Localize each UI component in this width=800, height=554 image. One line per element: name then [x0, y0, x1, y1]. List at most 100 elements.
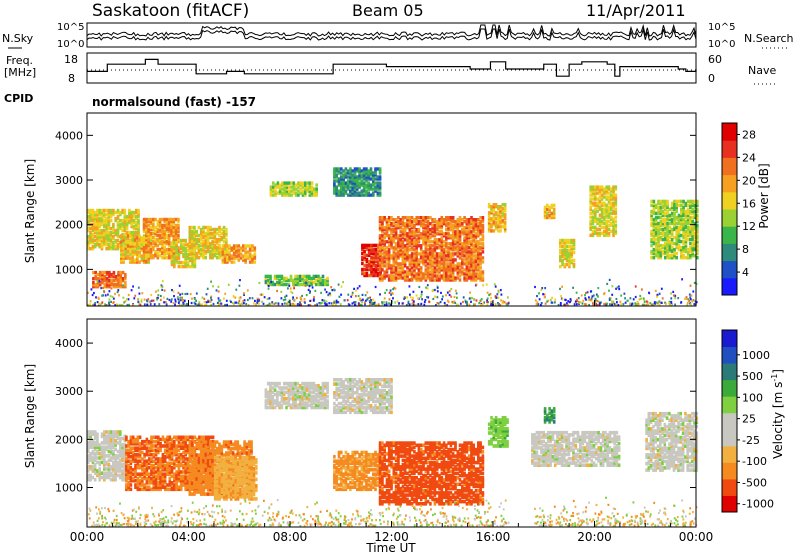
- velocity-cb-label-0: 1000: [742, 349, 770, 362]
- power-blob-16: [650, 199, 699, 260]
- power-blob-3: [142, 217, 180, 260]
- power-cb-label-3: 16: [742, 197, 756, 210]
- noise-panel: 10^5 10^0 10^5 10^0: [57, 22, 735, 50]
- velocity-colorbar-swatch-8: [722, 363, 737, 381]
- noise-right-tick-bottom: 10^0: [708, 39, 735, 50]
- velocity-cb-label-2: 100: [742, 391, 763, 404]
- power-blob-14: [559, 238, 576, 269]
- velocity-y-axis: 1000 2000 3000 4000: [55, 337, 696, 495]
- power-cb-label-5: 24: [742, 151, 756, 164]
- date-label: 11/Apr/2011: [586, 1, 686, 20]
- power-colorbar-swatch-4: [722, 209, 737, 227]
- velocity-colorbar-swatch-9: [722, 346, 737, 364]
- power-colorbar-frame: [721, 122, 738, 296]
- frequency-trace: [87, 58, 697, 77]
- velocity-cells: [87, 378, 699, 528]
- velocity-blob-9: [543, 407, 556, 424]
- velocity-colorbar-label: Velocity [m s-1]: [770, 369, 785, 459]
- velocity-blob-5: [333, 450, 382, 492]
- velocity-blob-0: [87, 430, 127, 482]
- velocity-blob-10: [531, 430, 621, 467]
- nsearch-label: N.Search: [744, 32, 794, 45]
- velocity-colorbar-swatch-7: [722, 379, 737, 397]
- velocity-ytick-label-3: 4000: [55, 337, 83, 350]
- nsearch-trace: [86, 27, 697, 41]
- power-colorbar-swatch-9: [722, 123, 737, 141]
- power-ytick-label-0: 1000: [55, 263, 83, 276]
- nave-right-tick-top: 60: [708, 53, 722, 66]
- velocity-ytick-label-0: 1000: [55, 482, 83, 495]
- velocity-ytick-label-2: 3000: [55, 385, 83, 398]
- velocity-colorbar-swatch-1: [722, 478, 737, 496]
- velocity-xtick-label-0: 00:00: [70, 530, 105, 544]
- power-cb-label-1: 8: [742, 243, 749, 256]
- velocity-x-axis: 00:00 04:00 08:00 12:00 16:00 20:00 00:00: [70, 300, 713, 544]
- nsky-trace: [86, 23, 697, 37]
- power-blob-7: [269, 181, 318, 197]
- power-colorbar-swatch-0: [722, 277, 737, 296]
- beam-label: Beam 05: [352, 1, 424, 20]
- frequency-traces: [87, 58, 697, 77]
- velocity-blob-3: [213, 456, 258, 501]
- power-blob-11: [378, 216, 485, 282]
- power-colorbar-swatch-6: [722, 174, 737, 193]
- power-colorbar-swatch-1: [722, 260, 737, 279]
- power-cb-label-4: 20: [742, 174, 756, 187]
- velocity-colorbar-swatch-6: [722, 396, 737, 414]
- power-blob-9: [333, 167, 382, 197]
- power-blob-6: [221, 244, 257, 264]
- velocity-colorbar-swatch-10: [722, 330, 737, 348]
- noise-left-tick-bottom: 10^0: [57, 39, 84, 50]
- power-ylabel: Slant Range [km]: [23, 159, 37, 263]
- velocity-colorbar-swatch-4: [722, 429, 737, 447]
- velocity-colorbar-swatch-0: [722, 495, 737, 513]
- noise-right-tick-top: 10^5: [708, 22, 735, 33]
- velocity-blob-11: [645, 411, 699, 472]
- power-cells: [87, 167, 699, 307]
- power-blob-12: [487, 203, 507, 233]
- velocity-colorbar-frame: [721, 329, 738, 513]
- velocity-blob-7: [378, 441, 485, 506]
- power-blob-10: [361, 243, 382, 278]
- velocity-xtick-label-2: 08:00: [273, 530, 308, 544]
- velocity-cb-label-3: 25: [742, 413, 756, 426]
- power-blob-1: [92, 270, 127, 289]
- velocity-xtick-label-3: 12:00: [374, 530, 409, 544]
- velocity-blob-4: [264, 381, 329, 410]
- velocity-xtick-label-1: 04:00: [171, 530, 206, 544]
- velocity-blob-8: [487, 416, 509, 448]
- power-cb-label-6: 28: [742, 128, 756, 141]
- velocity-xtick-label-5: 20:00: [577, 530, 612, 544]
- velocity-blob-6: [333, 378, 393, 415]
- power-blob-15: [589, 185, 618, 237]
- frequency-panel-frame: [86, 52, 697, 84]
- velocity-xtick-label-4: 16:00: [476, 530, 511, 544]
- power-ytick-label-3: 4000: [55, 129, 83, 142]
- power-ytick-label-1: 2000: [55, 219, 83, 232]
- nave-label: Nave: [748, 64, 776, 77]
- velocity-cb-label-6: -500: [742, 476, 767, 489]
- power-blob-5: [188, 225, 228, 260]
- freq-label: Freq.: [6, 54, 33, 67]
- power-ytick-label-2: 3000: [55, 174, 83, 187]
- power-blob-13: [543, 203, 556, 220]
- noise-left-tick-top: 10^5: [57, 22, 84, 33]
- power-cb-label-0: 4: [742, 266, 749, 279]
- radar-title: Saskatoon (fitACF): [92, 1, 249, 21]
- frequency-panel: 18 8 60 0: [64, 52, 722, 85]
- power-blob-8: [264, 274, 329, 287]
- nsky-label: N.Sky: [2, 32, 34, 45]
- power-colorbar-swatch-7: [722, 157, 737, 176]
- power-colorbar: 4 8 12 16 20 24 28: [721, 122, 756, 296]
- velocity-colorbar-swatch-2: [722, 462, 737, 480]
- freq-unit-label: [MHz]: [4, 66, 36, 79]
- power-scatter: [87, 278, 698, 307]
- power-colorbar-swatch-3: [722, 226, 737, 244]
- power-colorbar-swatch-2: [722, 243, 737, 262]
- freq-left-tick-bottom: 8: [68, 72, 75, 85]
- power-colorbar-swatch-5: [722, 191, 737, 210]
- velocity-colorbar: 1000 500 100 25 -25 -100 -500 -1000: [721, 329, 774, 513]
- nave-right-tick-bottom: 0: [708, 72, 715, 85]
